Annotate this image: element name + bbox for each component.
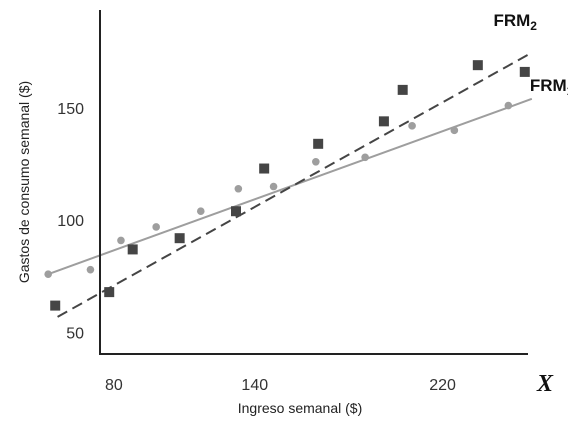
point-series-2-9 <box>397 84 408 95</box>
y-tick-label-50: 50 <box>66 326 84 343</box>
point-series-1-7 <box>269 182 278 191</box>
x-tick-label-140: 140 <box>241 377 268 394</box>
point-series-2-4 <box>174 233 185 244</box>
point-series-1-12 <box>504 101 513 110</box>
point-series-2-7 <box>313 138 324 149</box>
series-labels: FRM1 FRM2 <box>493 11 568 98</box>
point-series-1-10 <box>408 122 416 130</box>
point-series-1-9 <box>361 153 369 162</box>
x-tick-labels: 80 140 220 <box>105 377 456 394</box>
point-series-1-11 <box>450 126 459 135</box>
point-series-1-3 <box>117 236 125 245</box>
point-series-2-5 <box>231 206 241 217</box>
point-series-1-4 <box>152 223 160 231</box>
point-series-2-3 <box>127 244 138 255</box>
point-series-2-10 <box>472 60 483 71</box>
point-series-1-6 <box>234 184 243 193</box>
y-tick-labels: 50 100 150 <box>57 101 84 343</box>
x-axis-label: Ingreso semanal ($) <box>238 400 363 416</box>
y-tick-label-100: 100 <box>57 213 84 230</box>
point-series-1-1 <box>44 270 52 278</box>
fit-line-series-2 <box>57 53 530 318</box>
data-points <box>44 60 530 311</box>
point-series-2-8 <box>378 116 389 127</box>
point-series-2-1 <box>50 300 61 311</box>
fit-lines <box>47 53 533 318</box>
point-series-1-8 <box>312 157 320 166</box>
series-label-2: FRM2 <box>493 11 537 33</box>
y-axis-label: Gastos de consumo semanal ($) <box>16 81 32 283</box>
x-axis-symbol: X <box>536 371 554 397</box>
point-series-2-6 <box>259 163 270 174</box>
x-tick-label-220: 220 <box>429 377 456 394</box>
fit-line-series-1 <box>47 97 533 276</box>
x-tick-label-80: 80 <box>105 377 123 394</box>
point-series-2-11 <box>519 66 530 77</box>
y-tick-label-150: 150 <box>57 101 84 118</box>
point-series-1-5 <box>196 207 205 216</box>
point-series-1-2 <box>86 265 95 274</box>
series-label-1: FRM1 <box>530 76 568 98</box>
point-series-2-2 <box>104 287 115 298</box>
